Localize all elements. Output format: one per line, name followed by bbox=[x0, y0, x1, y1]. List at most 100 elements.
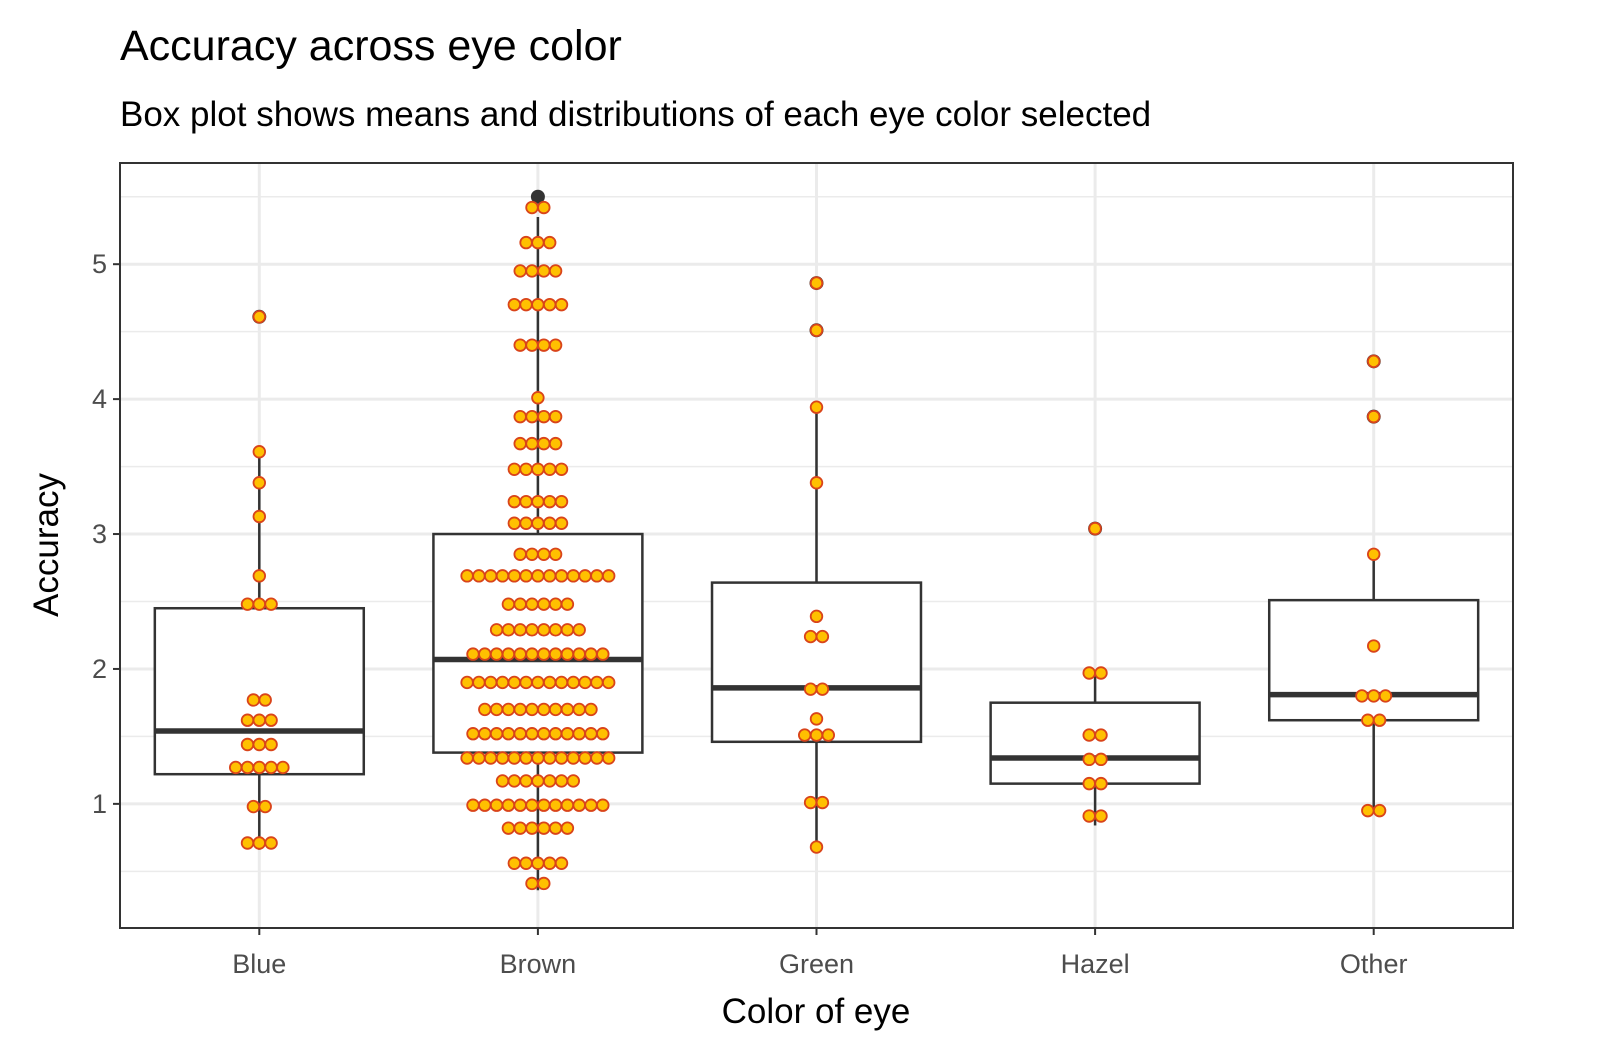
dot-point bbox=[815, 629, 830, 644]
box-iqr bbox=[989, 701, 1201, 785]
dot-point bbox=[507, 516, 522, 530]
dot-point bbox=[798, 728, 812, 742]
dot-point bbox=[264, 737, 278, 752]
dot-point bbox=[519, 297, 533, 312]
dot-point bbox=[537, 798, 551, 812]
dot-point bbox=[537, 597, 551, 611]
dot-point bbox=[554, 494, 569, 509]
dot-point bbox=[1366, 547, 1381, 561]
dot-point bbox=[513, 623, 527, 637]
dot-point bbox=[276, 760, 290, 775]
dot-point bbox=[566, 675, 581, 690]
dot-point bbox=[264, 713, 278, 727]
dot-point bbox=[264, 836, 278, 850]
dot-point bbox=[507, 569, 522, 583]
dot-point bbox=[507, 494, 522, 509]
x-tick-label: Hazel bbox=[1061, 949, 1130, 979]
dot-point bbox=[1088, 521, 1102, 536]
dot-point bbox=[246, 693, 261, 707]
dot-point bbox=[548, 647, 563, 661]
dot-point bbox=[525, 338, 539, 352]
dot-point bbox=[1094, 666, 1108, 680]
dot-point bbox=[1378, 689, 1393, 703]
dot-point bbox=[240, 713, 255, 727]
dot-point bbox=[537, 200, 551, 215]
dot-point bbox=[1082, 666, 1096, 680]
dot-point bbox=[513, 702, 527, 717]
dot-point bbox=[264, 597, 278, 611]
dot-point bbox=[495, 569, 510, 583]
dot-point bbox=[572, 623, 586, 637]
dot-point bbox=[543, 675, 557, 690]
dot-point bbox=[566, 569, 581, 583]
dot-point bbox=[548, 338, 563, 352]
dot-point bbox=[495, 751, 510, 765]
dot-point bbox=[531, 297, 545, 312]
dot-point bbox=[252, 760, 266, 775]
dot-point bbox=[501, 597, 516, 611]
dot-point bbox=[501, 647, 516, 661]
x-tick-label: Green bbox=[779, 949, 854, 979]
dot-point bbox=[501, 727, 516, 741]
dot-point bbox=[525, 727, 539, 741]
dot-point bbox=[1082, 752, 1096, 767]
dot-point bbox=[507, 751, 522, 765]
dot-point bbox=[821, 728, 836, 742]
dot-point bbox=[572, 647, 586, 661]
dot-point bbox=[240, 760, 255, 775]
dot-point bbox=[548, 702, 563, 717]
dot-point bbox=[548, 436, 563, 451]
dot-point bbox=[537, 702, 551, 717]
x-tick-label: Blue bbox=[232, 949, 286, 979]
dot-point bbox=[531, 856, 545, 870]
dot-point bbox=[548, 264, 563, 278]
dot-point bbox=[596, 727, 610, 741]
dot-point bbox=[513, 338, 527, 352]
dot-point bbox=[525, 702, 539, 717]
dot-point bbox=[531, 235, 545, 250]
dot-point bbox=[258, 693, 272, 707]
dot-point bbox=[519, 774, 533, 788]
dot-point bbox=[507, 856, 522, 870]
dot-point bbox=[466, 798, 480, 812]
dot-point bbox=[554, 462, 569, 476]
dot-point bbox=[560, 702, 575, 717]
dot-point bbox=[1372, 713, 1387, 727]
dot-point bbox=[578, 675, 592, 690]
dot-point bbox=[584, 727, 598, 741]
dot-point bbox=[1372, 803, 1387, 818]
dot-point bbox=[519, 751, 533, 765]
y-axis: 1 2 3 4 5 bbox=[92, 249, 120, 819]
dot-point bbox=[809, 712, 824, 726]
dot-point bbox=[554, 675, 569, 690]
dot-point bbox=[525, 597, 539, 611]
dot-point bbox=[252, 310, 266, 324]
dot-point bbox=[809, 476, 824, 490]
dot-point bbox=[809, 728, 824, 742]
dot-point bbox=[252, 713, 266, 727]
dot-point bbox=[472, 751, 486, 765]
dot-point bbox=[560, 597, 575, 611]
dot-point bbox=[501, 798, 516, 812]
dot-point bbox=[543, 235, 557, 250]
dot-point bbox=[809, 276, 824, 290]
dot-point bbox=[1361, 713, 1375, 727]
y-axis-title: Accuracy bbox=[27, 473, 66, 617]
dot-point bbox=[519, 675, 533, 690]
dot-point bbox=[240, 737, 255, 752]
dot-point bbox=[560, 798, 575, 812]
dot-point bbox=[507, 675, 522, 690]
dot-point bbox=[531, 569, 545, 583]
dot-point bbox=[809, 609, 824, 624]
dot-point bbox=[525, 821, 539, 835]
dot-point bbox=[513, 409, 527, 424]
dot-point bbox=[572, 798, 586, 812]
dot-point bbox=[525, 623, 539, 637]
dot-point bbox=[513, 647, 527, 661]
dot-point bbox=[548, 547, 563, 561]
dot-point bbox=[240, 597, 255, 611]
dot-point bbox=[537, 264, 551, 278]
dot-point bbox=[252, 597, 266, 611]
dot-point bbox=[1366, 639, 1381, 653]
dot-point bbox=[466, 727, 480, 741]
